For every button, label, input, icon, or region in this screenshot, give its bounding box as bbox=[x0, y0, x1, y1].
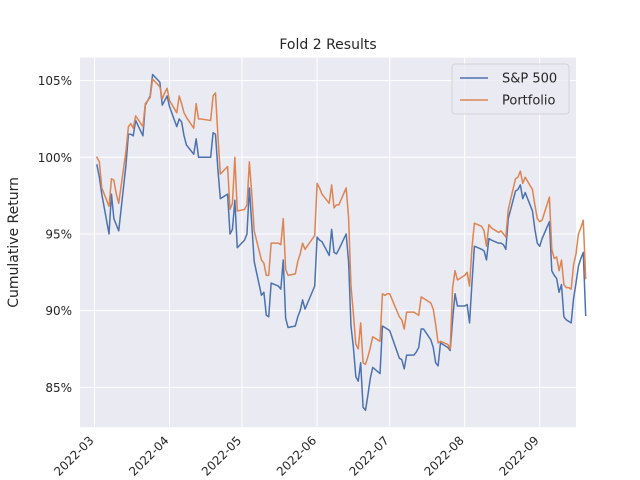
y-tick-label: 105% bbox=[38, 74, 72, 88]
y-tick-label: 90% bbox=[45, 304, 72, 318]
x-tick-label: 2022-03 bbox=[51, 433, 96, 478]
legend-label-portfolio: Portfolio bbox=[502, 94, 556, 109]
x-tick-label: 2022-05 bbox=[199, 433, 244, 478]
x-tick-label: 2022-09 bbox=[496, 433, 541, 478]
gridlines bbox=[80, 57, 576, 428]
legend-label-sp500: S&P 500 bbox=[502, 72, 557, 87]
series-layer bbox=[95, 73, 587, 412]
chart-title: Fold 2 Results bbox=[279, 37, 376, 53]
legend: S&P 500 Portfolio bbox=[451, 63, 570, 115]
series-line-s-p-500 bbox=[96, 73, 587, 412]
y-tick-label: 95% bbox=[45, 227, 72, 241]
series-line-portfolio bbox=[95, 78, 587, 366]
legend-box bbox=[451, 63, 570, 115]
y-tick-label: 85% bbox=[45, 381, 72, 395]
y-tick-label: 100% bbox=[38, 151, 72, 165]
y-tick-labels: 85% 90% 95% 100% 105% bbox=[38, 74, 72, 395]
x-tick-label: 2022-04 bbox=[126, 433, 171, 478]
x-tick-labels: 2022-03 2022-04 2022-05 2022-06 2022-07 2022-… bbox=[51, 433, 542, 478]
x-tick-label: 2022-07 bbox=[346, 433, 391, 478]
x-tick-label: 2022-06 bbox=[274, 433, 319, 478]
x-tick-label: 2022-08 bbox=[421, 433, 466, 478]
y-axis-label: Cumulative Return bbox=[6, 177, 22, 308]
plot-background bbox=[80, 57, 576, 428]
